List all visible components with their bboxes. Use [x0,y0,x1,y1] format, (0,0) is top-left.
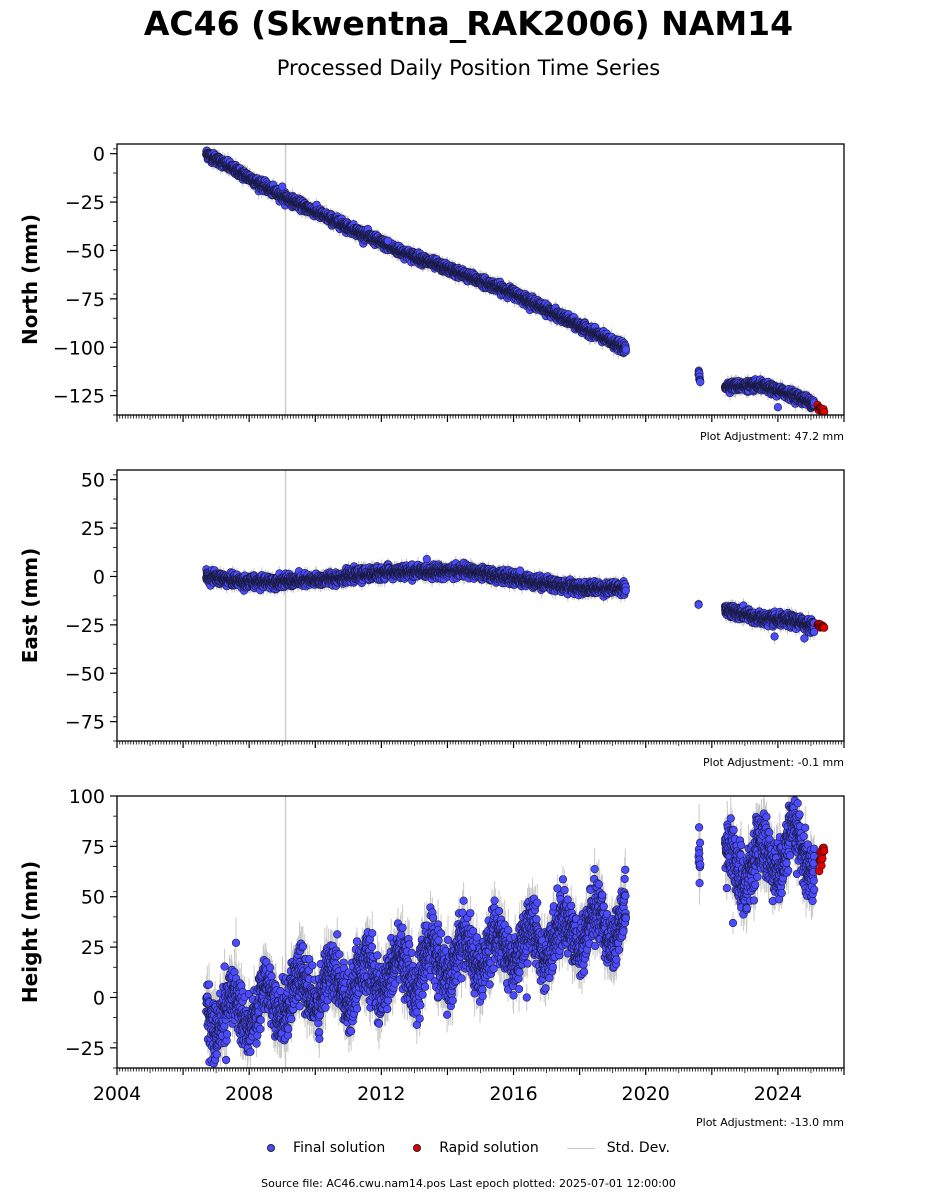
final-points-0 [202,146,819,413]
final-points-1 [202,554,819,643]
rapid-points-0 [813,400,829,415]
panel-0: 0 −25 −50 −75 −100 −125 North (mm) Plot Adjustm… [18,143,845,443]
y-tick-label: −125 [53,386,105,408]
chart-subtitle: Processed Daily Position Time Series [0,56,937,80]
plot-adjustment-note: Plot Adjustment: 47.2 mm [700,430,844,443]
y-axis-title: North (mm) [18,214,42,345]
final-point [621,345,631,354]
plots-canvas: 0 −25 −50 −75 −100 −125 North (mm) Plot Adjustm… [18,143,845,1129]
final-point [773,403,783,412]
y-tick-label: 0 [93,144,105,166]
std-dev-bars-0 [205,145,815,415]
y-tick-label: −100 [53,337,105,359]
final-point [696,377,705,387]
y-tick-label: −25 [65,192,105,214]
rapid-point [820,407,829,415]
final-point [383,236,393,245]
y-tick-label: −75 [65,289,105,311]
plot-area-0 [202,144,829,415]
std-dev-bars-1 [205,552,815,645]
y-tick-label: −50 [65,240,105,262]
chart-title: AC46 (Skwentna_RAK2006) NAM14 [0,4,937,43]
final-point [278,182,287,191]
plot-area-1 [202,470,829,741]
